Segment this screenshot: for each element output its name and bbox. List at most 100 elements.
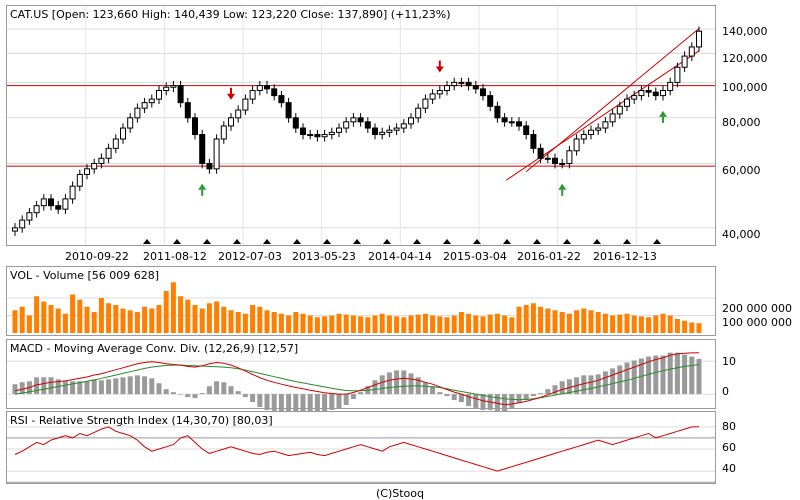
candle-body xyxy=(609,113,616,123)
cycle-marker xyxy=(263,239,271,244)
volume-bar xyxy=(336,313,342,333)
macd-histogram-bar xyxy=(523,394,529,401)
candle-body xyxy=(170,85,177,88)
candle-body xyxy=(48,198,54,207)
macd-y-label: 0 xyxy=(722,385,729,398)
macd-histogram-bar xyxy=(538,393,544,395)
macd-histogram-bar xyxy=(307,394,313,412)
macd-histogram-bar xyxy=(530,394,536,397)
candle-body xyxy=(328,131,335,136)
volume-bar xyxy=(242,313,248,333)
candle-body xyxy=(127,117,134,129)
cycle-marker xyxy=(563,239,571,244)
volume-bar xyxy=(502,315,508,333)
cycle-marker xyxy=(353,239,361,244)
candle-body xyxy=(638,90,645,97)
macd-histogram-bar xyxy=(278,394,284,412)
price-chart xyxy=(7,6,715,245)
volume-bar xyxy=(62,313,68,333)
macd-histogram-bar xyxy=(660,355,666,395)
macd-histogram-bar xyxy=(84,381,90,395)
volume-bar xyxy=(689,322,695,333)
volume-bar xyxy=(646,317,652,333)
cycle-marker xyxy=(143,239,151,244)
candle-body xyxy=(120,127,126,140)
macd-histogram-bar xyxy=(336,394,342,408)
candle-body xyxy=(300,127,306,136)
candle-body xyxy=(343,121,350,129)
macd-histogram-bar xyxy=(228,386,234,395)
volume-bar xyxy=(487,314,493,333)
candle-body xyxy=(278,95,285,104)
volume-bar xyxy=(12,310,18,333)
volume-bar xyxy=(113,305,119,333)
volume-bar xyxy=(437,316,443,333)
cycle-marker xyxy=(503,239,511,244)
volume-bar xyxy=(41,301,47,333)
vol-y-label: 200 000 000 xyxy=(722,302,792,315)
candle-body xyxy=(256,85,263,92)
volume-bar xyxy=(91,312,97,333)
macd-histogram-bar xyxy=(113,378,119,395)
volume-bar xyxy=(48,305,54,333)
volume-bar xyxy=(552,310,558,333)
macd-histogram-bar xyxy=(271,394,277,411)
volume-bar xyxy=(55,308,61,333)
candle-body xyxy=(451,81,458,87)
candle-body xyxy=(84,168,90,175)
macd-histogram-bar xyxy=(77,381,83,395)
x-tick-label: 2015-03-04 xyxy=(443,250,507,263)
volume-bar xyxy=(617,314,623,333)
macd-histogram-bar xyxy=(624,362,630,395)
volume-bar xyxy=(538,306,544,333)
macd-histogram-bar xyxy=(358,392,364,395)
candle-body xyxy=(285,102,292,119)
price-panel: CAT.US [Open: 123,660 High: 140,439 Low:… xyxy=(6,5,716,246)
macd-histogram-bar xyxy=(70,381,76,395)
candle-body xyxy=(271,88,278,97)
rsi-y-label: 40 xyxy=(722,462,736,475)
candle-body xyxy=(314,134,321,138)
candle-body xyxy=(616,105,623,115)
macd-histogram-bar xyxy=(127,376,133,395)
volume-bar xyxy=(127,310,133,333)
candle-body xyxy=(19,219,26,229)
macd-chart xyxy=(7,352,715,412)
macd-histogram-bar xyxy=(300,394,306,412)
y-tick-label: 140,000 xyxy=(722,25,768,38)
volume-bar xyxy=(451,315,457,333)
candle-body xyxy=(444,85,450,92)
candle-body xyxy=(688,46,695,57)
volume-bar xyxy=(70,294,76,333)
volume-bar xyxy=(667,315,673,333)
volume-bar xyxy=(199,308,205,333)
volume-bar xyxy=(473,315,479,333)
candle-body xyxy=(364,121,371,129)
macd-histogram-bar xyxy=(595,374,601,395)
candle-body xyxy=(141,102,148,109)
cycle-marker xyxy=(293,239,301,244)
volume-bar xyxy=(408,315,414,333)
candle-body xyxy=(12,227,18,232)
macd-histogram-bar xyxy=(458,394,464,403)
candle-body xyxy=(379,131,386,136)
cycle-marker xyxy=(323,239,331,244)
candle-body xyxy=(177,85,184,104)
volume-bar xyxy=(343,314,349,333)
macd-histogram-bar xyxy=(91,379,97,395)
volume-bar xyxy=(228,310,234,333)
candle-body xyxy=(465,81,472,87)
candle-body xyxy=(33,205,40,214)
volume-bar xyxy=(365,317,371,333)
candle-body xyxy=(487,95,494,107)
rsi-y-label: 80 xyxy=(722,420,736,433)
candle-body xyxy=(537,147,544,159)
volume-bar xyxy=(386,315,392,333)
macd-histogram-bar xyxy=(581,375,587,395)
down-arrow-marker xyxy=(435,66,444,73)
volume-bar xyxy=(660,313,666,333)
volume-bar xyxy=(322,316,328,333)
candle-body xyxy=(242,98,249,111)
volume-bar xyxy=(415,314,421,333)
candle-body xyxy=(386,129,393,133)
